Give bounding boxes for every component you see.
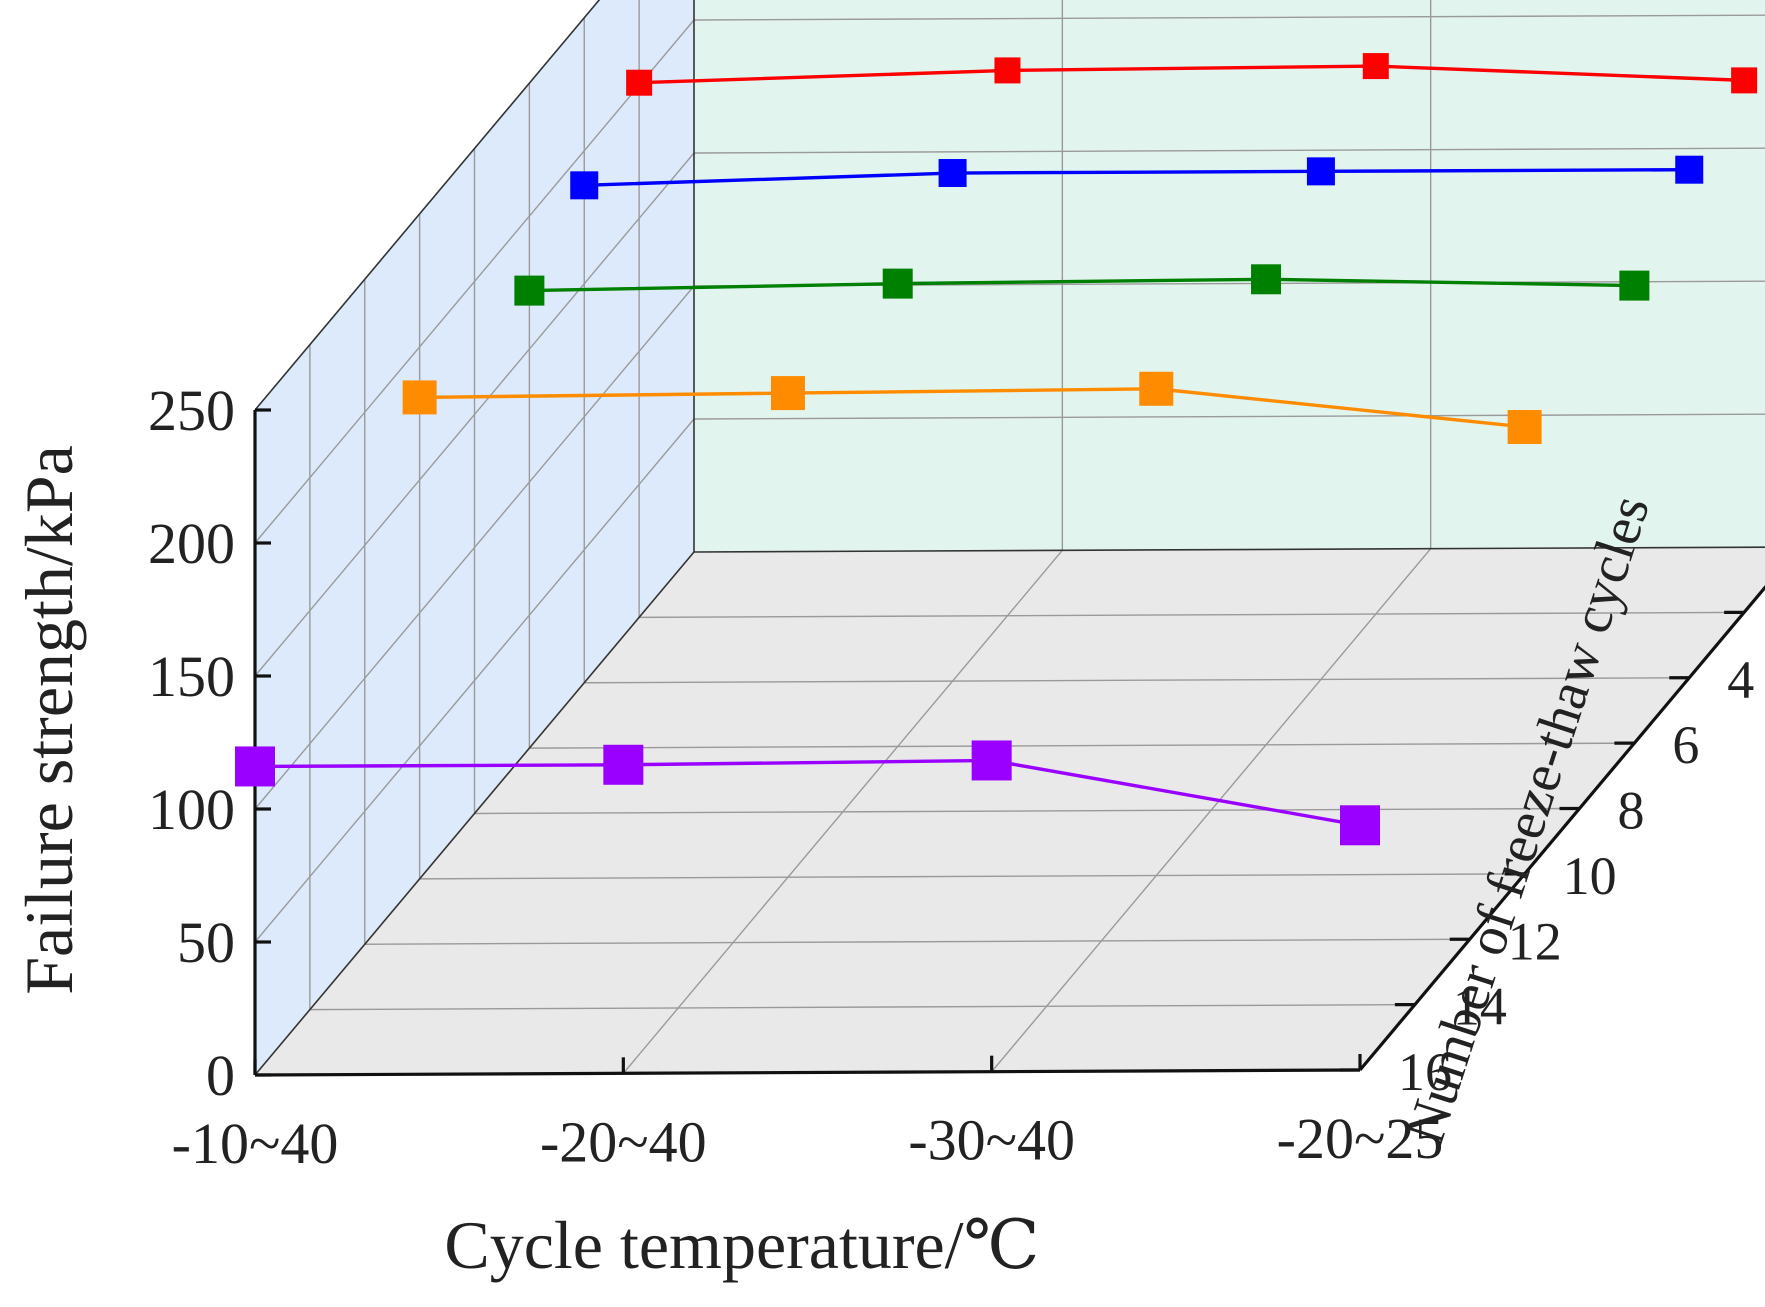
z-tick-label: 6 (1672, 715, 1699, 775)
gridlines (254, 0, 1765, 1074)
data-point-marker (1619, 270, 1650, 301)
floor-gridline-z (474, 807, 1580, 815)
series-line (529, 277, 1635, 293)
series-2-cycles (626, 53, 1758, 96)
tick-labels: 050100150200250-10~40-20~40-30~40-20~250… (148, 378, 1754, 1176)
data-point-marker (938, 159, 967, 188)
back-wall-gridline-y (693, 413, 1765, 420)
x-axis-line (254, 1068, 1361, 1077)
floor-gridline-z (309, 1003, 1415, 1011)
data-point-marker (570, 171, 599, 200)
y-tick-label: 150 (148, 644, 235, 709)
data-point-marker (402, 380, 437, 415)
floor-gridline-z (364, 938, 1470, 945)
data-point-marker (626, 69, 653, 96)
z-tick-label: 4 (1727, 650, 1754, 710)
data-point-marker (1362, 53, 1389, 80)
back-wall-plane (694, 0, 1765, 552)
x-axis-title: Cycle temperature/℃ (444, 1207, 1039, 1283)
y-tick-label: 0 (206, 1043, 235, 1108)
y-tick-label: 200 (148, 511, 235, 576)
floor-gridline-x (622, 549, 1063, 1074)
floor-gridline-z (529, 742, 1635, 749)
x-tick-label: -30~40 (908, 1108, 1075, 1173)
series-6-cycles (514, 264, 1650, 306)
series-layer (235, 53, 1758, 846)
floor-gridline-x (991, 548, 1432, 1073)
x-tick-label: -20~25 (1277, 1106, 1444, 1171)
data-point-marker (1139, 371, 1174, 406)
frame-edge (693, 546, 1765, 553)
floor-gridline-z (419, 873, 1525, 880)
z-tick-label: 14 (1453, 977, 1507, 1037)
y-tick-label: 50 (177, 910, 235, 975)
data-point-marker (994, 57, 1021, 84)
data-point-marker (1675, 155, 1704, 184)
frame-edge (254, 0, 601, 411)
data-point-marker (882, 268, 913, 299)
data-point-marker (514, 275, 545, 306)
data-point-marker (1507, 409, 1542, 444)
z-tick-label: 12 (1508, 911, 1562, 971)
floor-gridline-z (639, 611, 1745, 619)
y-tick-label: 100 (148, 777, 235, 842)
y-tick-label: 250 (148, 378, 235, 443)
floor-gridline-z (584, 677, 1690, 684)
series-line (254, 758, 1361, 827)
series-line (584, 167, 1690, 188)
data-point-marker (235, 746, 275, 787)
data-point-marker (971, 740, 1012, 781)
series-10-cycles (402, 371, 1542, 444)
z-tick-label: 16 (1398, 1042, 1452, 1102)
y-axis-title: Failure strength/kPa (11, 445, 87, 995)
data-point-marker (1306, 157, 1335, 186)
z-tick-label: 8 (1618, 781, 1645, 841)
axis-frame (253, 0, 1765, 1077)
z-tick-label: 10 (1563, 846, 1617, 906)
series-line (419, 387, 1525, 429)
data-point-marker (1731, 67, 1758, 94)
back-wall-gridline-y (693, 14, 1765, 21)
data-point-marker (1340, 805, 1380, 846)
x-tick-label: -20~40 (540, 1109, 707, 1174)
series-line (639, 64, 1745, 85)
back-wall-gridline-y (693, 147, 1765, 154)
series-4-cycles (570, 155, 1704, 200)
data-point-marker (770, 376, 805, 411)
data-point-marker (1251, 264, 1282, 295)
data-point-marker (603, 744, 644, 785)
back-wall (694, 0, 1765, 552)
frame-edge (254, 551, 695, 1076)
x-tick-label: -10~40 (172, 1111, 339, 1176)
series-16-cycles (235, 740, 1380, 846)
